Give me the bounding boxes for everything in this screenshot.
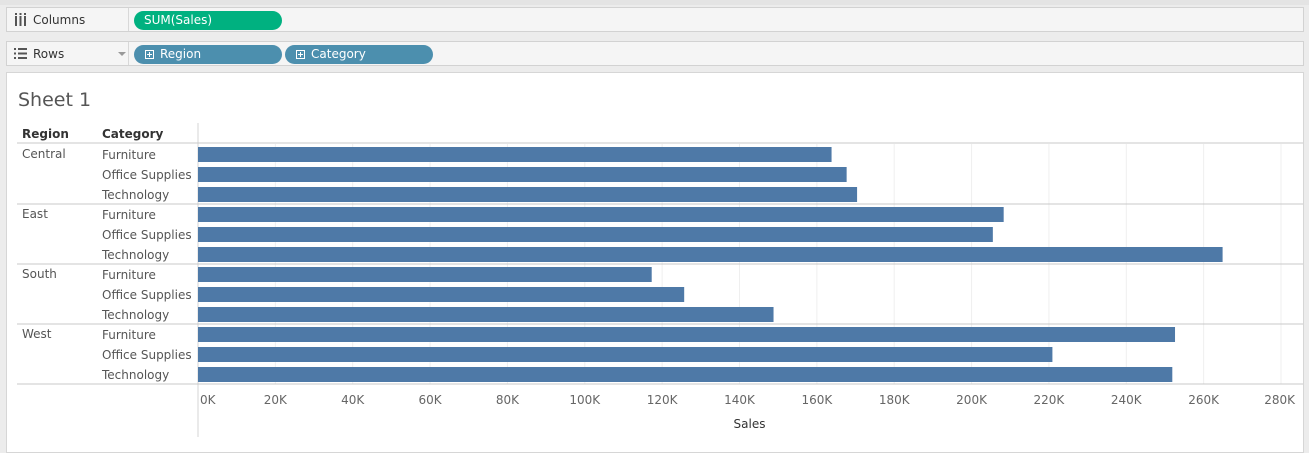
region-label: Central — [22, 147, 66, 161]
bar[interactable] — [198, 267, 652, 282]
shelf-divider — [128, 42, 129, 65]
category-label: Office Supplies — [102, 288, 192, 302]
chevron-down-icon[interactable] — [118, 52, 126, 56]
x-tick-label: 220K — [1034, 393, 1066, 407]
bar[interactable] — [198, 167, 847, 182]
x-tick-label: 140K — [724, 393, 756, 407]
bar[interactable] — [198, 347, 1053, 362]
region-pill[interactable]: Region — [134, 45, 282, 64]
x-tick-label: 20K — [264, 393, 288, 407]
category-label: Technology — [101, 308, 169, 322]
region-label: East — [22, 207, 48, 221]
x-tick-label: 200K — [956, 393, 988, 407]
columns-shelf-label: Columns — [33, 13, 86, 27]
x-tick-label: 80K — [496, 393, 520, 407]
category-label: Office Supplies — [102, 348, 192, 362]
region-label: South — [22, 267, 57, 281]
category-pill[interactable]: Category — [285, 45, 433, 64]
x-tick-label: 100K — [569, 393, 601, 407]
category-label: Technology — [101, 248, 169, 262]
rows-icon — [14, 48, 27, 59]
rows-shelf-label: Rows — [33, 47, 65, 61]
category-label: Furniture — [102, 148, 156, 162]
region-header[interactable]: Region — [22, 127, 69, 141]
x-axis-title: Sales — [734, 417, 766, 431]
x-tick-label: 40K — [341, 393, 365, 407]
x-tick-label: 280K — [1264, 393, 1296, 407]
bar[interactable] — [198, 207, 1004, 222]
category-pill-label: Category — [311, 47, 366, 61]
category-label: Furniture — [102, 208, 156, 222]
rows-shelf[interactable]: Rows Region Category — [6, 41, 1304, 66]
bar[interactable] — [198, 227, 993, 242]
x-tick-label: 160K — [801, 393, 833, 407]
worksheet-view[interactable]: Sheet 1 Region Category Central Furniture… — [6, 72, 1304, 453]
bar[interactable] — [198, 187, 858, 202]
shelf-divider — [128, 8, 129, 31]
x-tick-label: 60K — [419, 393, 443, 407]
expand-plus-icon[interactable] — [296, 50, 305, 59]
category-label: Office Supplies — [102, 228, 192, 242]
sales-bar-chart[interactable]: Central Furniture Office Supplies Technolog… — [7, 73, 1303, 452]
region-label: West — [22, 327, 52, 341]
expand-plus-icon[interactable] — [145, 50, 154, 59]
sheet-title: Sheet 1 — [18, 89, 92, 111]
x-tick-label: 0K — [200, 393, 217, 407]
bar[interactable] — [198, 367, 1173, 382]
x-tick-label: 120K — [647, 393, 679, 407]
columns-shelf[interactable]: Columns SUM(Sales) — [6, 7, 1304, 32]
x-tick-label: 180K — [879, 393, 911, 407]
x-tick-label: 240K — [1111, 393, 1143, 407]
bar[interactable] — [198, 327, 1176, 342]
sum-sales-pill[interactable]: SUM(Sales) — [134, 11, 282, 30]
category-header[interactable]: Category — [102, 127, 164, 141]
toolbar-strip — [0, 0, 1309, 5]
bar[interactable] — [198, 247, 1223, 262]
category-label: Office Supplies — [102, 168, 192, 182]
region-pill-label: Region — [160, 47, 202, 61]
x-tick-label: 260K — [1188, 393, 1220, 407]
sum-sales-pill-label: SUM(Sales) — [144, 13, 213, 27]
bar[interactable] — [198, 287, 685, 302]
bar[interactable] — [198, 147, 832, 162]
bar[interactable] — [198, 307, 774, 322]
columns-icon — [15, 13, 26, 26]
category-label: Furniture — [102, 328, 156, 342]
category-label: Technology — [101, 368, 169, 382]
category-label: Technology — [101, 188, 169, 202]
category-label: Furniture — [102, 268, 156, 282]
